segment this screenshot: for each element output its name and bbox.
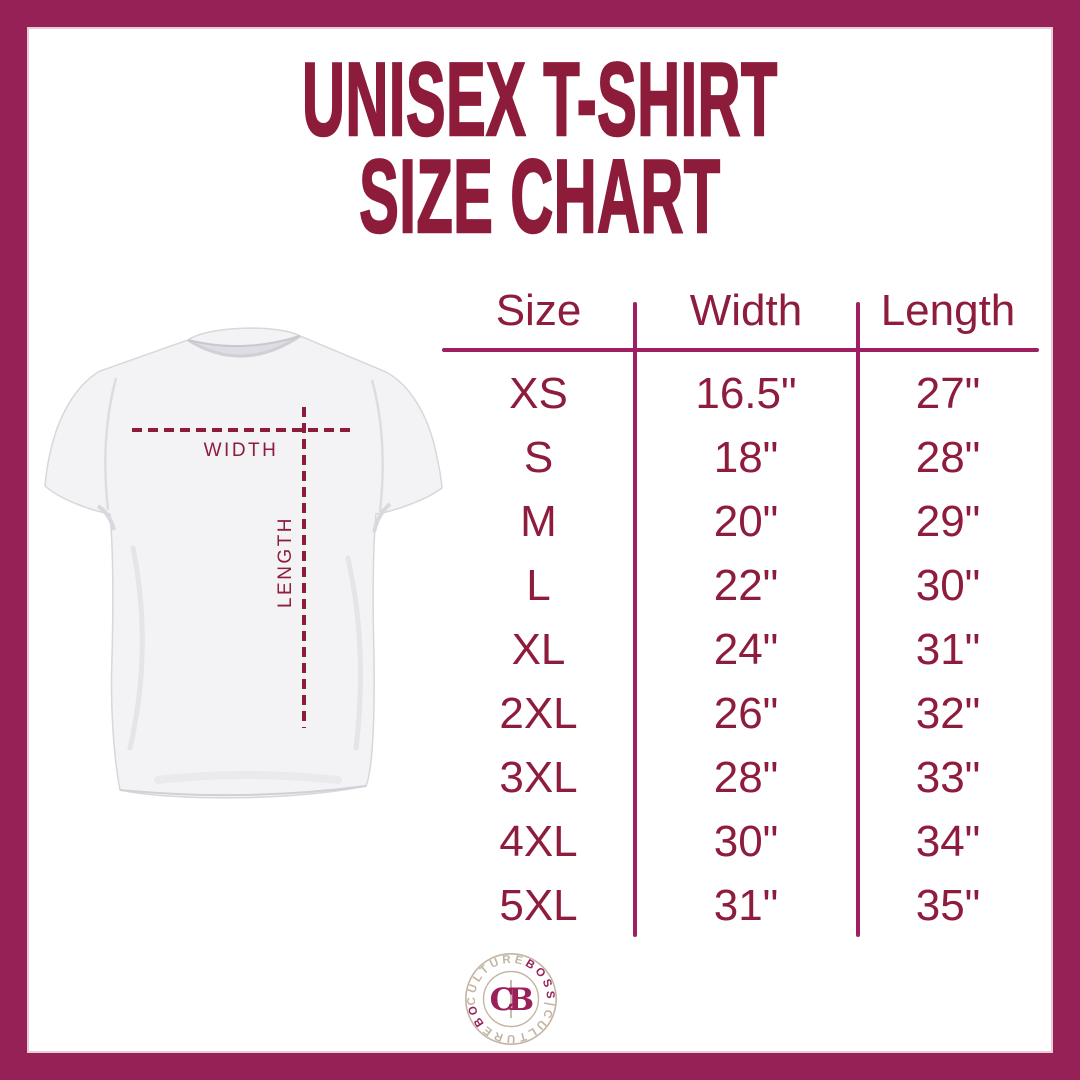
table-header-rule: [442, 348, 1039, 352]
width-cell: 24": [713, 625, 779, 674]
size-cell: XL: [511, 625, 566, 674]
logo-letter-c: C: [490, 982, 515, 1018]
width-cell: 31": [713, 881, 779, 930]
width-cell: 22": [713, 561, 779, 610]
tshirt-body: [44, 327, 443, 799]
logo-letter-b: B: [508, 982, 534, 1018]
brand-logo-graphic: CULTUREBOSS|CULTUREBOSS| C B: [454, 950, 558, 1061]
size-table-header: Size Width Length: [442, 282, 1039, 340]
tshirt-hem-line: [119, 785, 367, 797]
size-cell: 5XL: [499, 881, 578, 930]
tshirt-illustration: [38, 318, 448, 818]
tshirt-underarm-shadow-right: [372, 502, 392, 533]
logo-divider-bar: [510, 980, 512, 1018]
width-cell: 26": [713, 689, 779, 738]
length-cell: 33": [915, 753, 981, 802]
column-header-width: Width: [689, 286, 803, 335]
page-title: UNISEX T-SHIRT SIZE CHART: [232, 42, 848, 255]
column-header-length: Length: [880, 286, 1016, 335]
size-cell: L: [526, 561, 551, 610]
table-divider-2: [856, 302, 860, 937]
logo-inner-ring: [482, 970, 540, 1028]
column-header-size: Size: [495, 286, 582, 335]
length-cell: 31": [915, 625, 981, 674]
length-cell: 28": [915, 433, 981, 482]
length-cell: 34": [915, 817, 981, 866]
size-table-rows: XS 16.5" 27" S 18" 28" M 20" 29" L 22" 30" XL 24" 31" 2…: [442, 362, 1039, 938]
width-cell: 20": [713, 497, 779, 546]
length-cell: 29": [915, 497, 981, 546]
size-cell: M: [520, 497, 557, 546]
width-cell: 18": [713, 433, 779, 482]
tshirt-underarm-shadow-left: [96, 504, 116, 531]
length-measure-line: [302, 407, 306, 728]
brand-logo: CULTUREBOSS|CULTUREBOSS| C B: [454, 950, 559, 1061]
length-measure-label: LENGTH: [275, 515, 296, 609]
width-cell: 28": [713, 753, 779, 802]
tshirt-graphic: [44, 327, 443, 799]
width-measure-label: WIDTH: [203, 440, 279, 461]
tshirt-sleeve-seam-left: [104, 377, 118, 511]
page-title-line-2: SIZE CHART: [359, 138, 721, 255]
tshirt-collar-seam: [187, 334, 301, 358]
width-cell: 30": [713, 817, 779, 866]
tshirt-hem-shadow: [154, 771, 342, 784]
width-measure-line: [132, 428, 352, 432]
size-cell: 3XL: [499, 753, 578, 802]
size-cell: 2XL: [499, 689, 578, 738]
table-divider-1: [633, 302, 637, 937]
size-cell: S: [523, 433, 554, 482]
length-cell: 30": [915, 561, 981, 610]
tshirt-wrinkle-left: [127, 545, 145, 751]
logo-outer-ring: [464, 952, 558, 1046]
length-cell: 35": [915, 881, 981, 930]
length-cell: 27": [915, 369, 981, 418]
tshirt-collar-top: [187, 335, 301, 348]
width-cell: 16.5": [695, 369, 797, 418]
tshirt-wrinkle-right: [345, 555, 363, 751]
size-cell: 4XL: [499, 817, 578, 866]
length-cell: 32": [915, 689, 981, 738]
page-title-line-1: UNISEX T-SHIRT: [301, 42, 778, 158]
size-cell: XS: [509, 369, 568, 418]
tshirt-sleeve-seam-right: [370, 379, 384, 513]
